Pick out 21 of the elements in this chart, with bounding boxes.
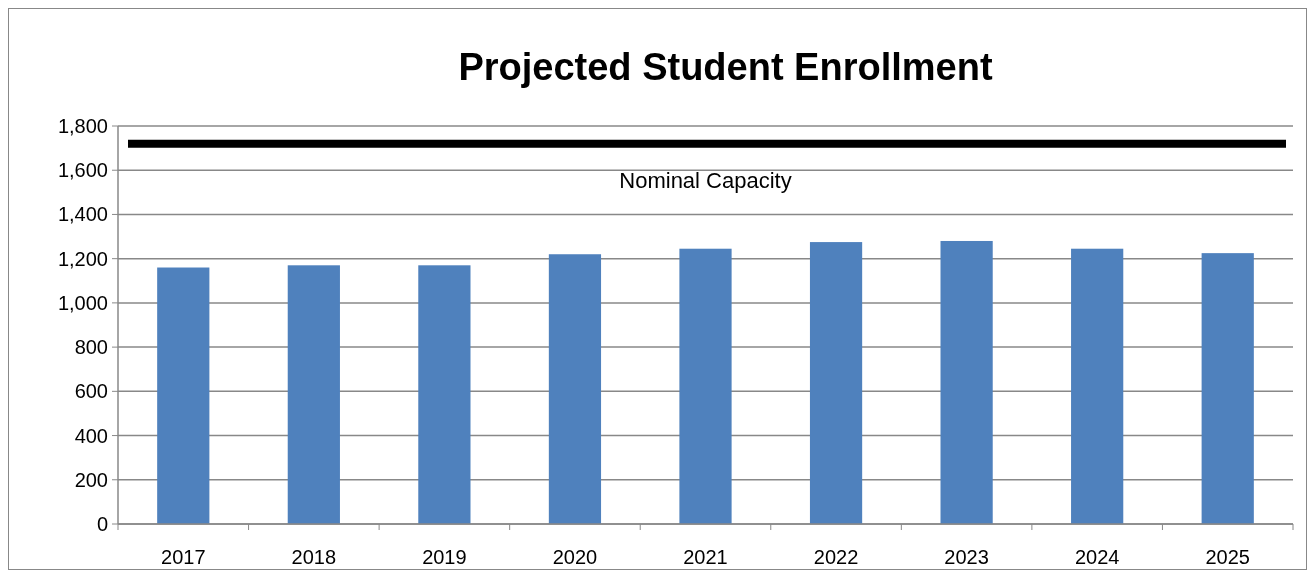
- y-tick-label: 1,800: [57, 115, 108, 137]
- x-tick-label: 2022: [813, 546, 859, 568]
- x-tick-label: 2020: [552, 546, 598, 568]
- y-tick-label: 400: [74, 424, 108, 447]
- y-tick-label: 600: [74, 380, 108, 403]
- y-tick-label: 1,600: [57, 159, 108, 182]
- y-tick-label: 1,400: [57, 203, 108, 226]
- y-tick-label: 1,000: [57, 291, 108, 314]
- ref-line-label: Nominal Capacity: [619, 167, 792, 193]
- chart-title: Projected Student Enrollment: [458, 46, 993, 88]
- x-tick-label: 2017: [161, 546, 206, 568]
- x-tick-label: 2019: [422, 546, 467, 568]
- y-tick-label: 200: [74, 468, 108, 491]
- y-tick-label: 1,200: [57, 247, 108, 270]
- y-tick-label: 800: [74, 336, 108, 359]
- x-tick-label: 2023: [944, 546, 989, 568]
- y-tick-label: 0: [96, 513, 108, 535]
- x-tick-label: 2021: [683, 546, 728, 568]
- x-tick-label: 2025: [1205, 546, 1250, 568]
- x-tick-label: 2018: [291, 546, 337, 568]
- x-tick-label: 2024: [1074, 546, 1120, 568]
